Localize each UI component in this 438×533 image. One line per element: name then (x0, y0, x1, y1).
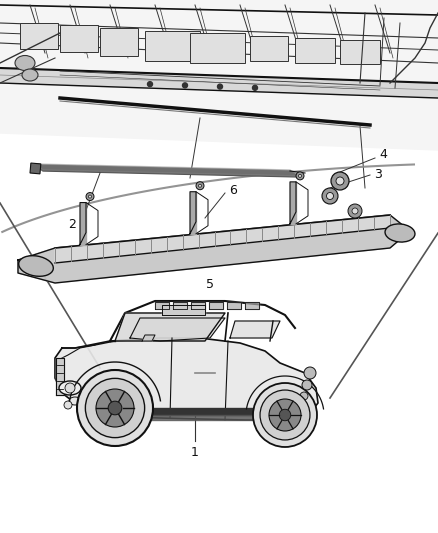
Bar (340, 40, 380, 64)
Polygon shape (173, 302, 187, 309)
Bar (20, 23, 58, 49)
Circle shape (296, 172, 304, 180)
Polygon shape (35, 165, 300, 177)
Bar (60, 25, 98, 52)
Circle shape (77, 370, 153, 446)
Circle shape (348, 204, 362, 218)
Bar (295, 38, 335, 63)
Polygon shape (80, 203, 86, 245)
Circle shape (269, 399, 301, 431)
Ellipse shape (69, 397, 81, 405)
Circle shape (336, 177, 344, 185)
Ellipse shape (385, 224, 415, 242)
Polygon shape (55, 338, 318, 420)
Bar (250, 36, 288, 61)
Circle shape (65, 383, 75, 393)
Bar (100, 28, 138, 56)
Circle shape (64, 401, 72, 409)
Polygon shape (245, 302, 259, 309)
Circle shape (300, 392, 308, 400)
Ellipse shape (59, 381, 81, 395)
Polygon shape (191, 302, 205, 309)
Polygon shape (55, 215, 390, 263)
Circle shape (326, 192, 333, 199)
Bar (190, 33, 245, 63)
Text: 5: 5 (206, 279, 214, 292)
Polygon shape (190, 192, 196, 233)
Circle shape (252, 85, 258, 90)
Circle shape (86, 192, 94, 200)
Circle shape (322, 188, 338, 204)
Circle shape (148, 82, 152, 87)
Polygon shape (18, 215, 410, 283)
Polygon shape (120, 408, 295, 415)
Ellipse shape (15, 55, 35, 70)
Circle shape (302, 380, 312, 390)
Text: 4: 4 (379, 149, 387, 161)
Polygon shape (290, 182, 296, 224)
Polygon shape (0, 68, 438, 98)
Ellipse shape (19, 256, 53, 276)
Circle shape (279, 409, 291, 421)
Polygon shape (209, 302, 223, 309)
Polygon shape (0, 0, 438, 150)
Text: 3: 3 (374, 168, 382, 182)
Polygon shape (35, 164, 300, 176)
Text: 1: 1 (191, 447, 199, 459)
Circle shape (196, 182, 204, 190)
Text: 6: 6 (229, 183, 237, 197)
Polygon shape (230, 321, 280, 338)
Circle shape (331, 172, 349, 190)
Circle shape (260, 390, 310, 440)
Polygon shape (162, 305, 205, 315)
Polygon shape (142, 335, 155, 341)
Circle shape (96, 389, 134, 427)
Bar (30, 163, 41, 174)
Circle shape (88, 195, 92, 198)
Bar (145, 31, 200, 61)
Circle shape (108, 401, 122, 415)
Circle shape (85, 378, 145, 438)
Polygon shape (155, 302, 169, 309)
Text: 2: 2 (68, 219, 76, 231)
Polygon shape (56, 358, 64, 395)
Polygon shape (227, 302, 241, 309)
Ellipse shape (22, 69, 38, 81)
Polygon shape (115, 313, 225, 341)
Circle shape (304, 367, 316, 379)
Circle shape (253, 383, 317, 447)
Circle shape (183, 83, 187, 88)
Circle shape (198, 184, 201, 187)
Circle shape (299, 174, 301, 177)
Circle shape (352, 208, 358, 214)
Polygon shape (120, 415, 295, 420)
Circle shape (218, 84, 223, 89)
Polygon shape (130, 318, 225, 341)
